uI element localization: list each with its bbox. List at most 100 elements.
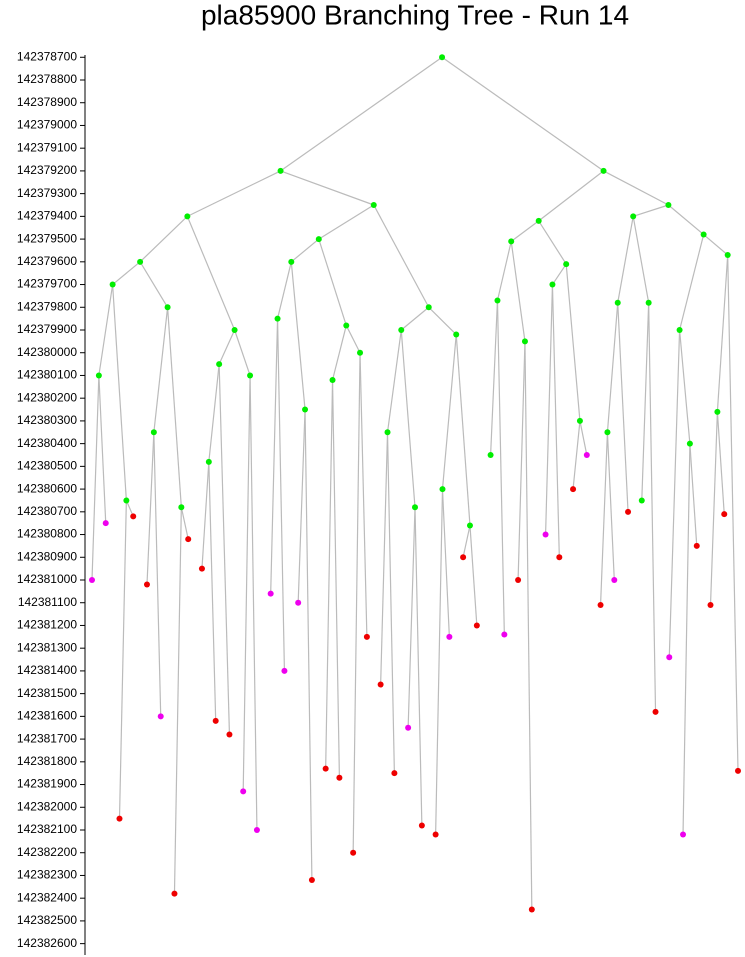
- tree-edge: [146, 432, 155, 585]
- tree-edge: [496, 241, 512, 301]
- tree-node: [494, 297, 501, 304]
- tree-node: [377, 681, 384, 688]
- tree-node: [473, 622, 480, 629]
- tree-node: [460, 554, 467, 561]
- y-tick-label: 142381600: [17, 709, 77, 723]
- tree-node: [563, 261, 570, 268]
- y-tick-label: 142378800: [17, 72, 77, 86]
- tree-node: [178, 504, 185, 511]
- tree-edge: [91, 375, 100, 581]
- tree-node: [247, 372, 254, 379]
- tree-node: [308, 877, 315, 883]
- tree-edge: [648, 302, 657, 712]
- tree-edge: [331, 325, 347, 381]
- y-tick-label: 142379100: [17, 140, 77, 154]
- tree-node: [714, 408, 721, 415]
- tree-edge: [617, 302, 629, 512]
- tree-edge: [679, 234, 705, 331]
- tree-node: [418, 822, 425, 829]
- tree-node: [521, 338, 528, 345]
- y-tick-label: 142379700: [17, 277, 77, 291]
- tree-edge: [551, 284, 560, 558]
- tree-edge: [153, 432, 162, 717]
- y-tick-label: 142381700: [17, 731, 77, 745]
- tree-edge: [270, 318, 279, 594]
- tree-edge: [727, 254, 739, 771]
- tree-edge: [489, 300, 499, 456]
- tree-edge: [716, 254, 729, 412]
- tree-node: [425, 304, 432, 311]
- y-tick-label: 142382500: [17, 913, 77, 927]
- y-tick-label: 142380000: [17, 345, 77, 359]
- y-tick-label: 142380500: [17, 459, 77, 473]
- tree-edge: [709, 411, 718, 606]
- y-tick-label: 142379200: [17, 163, 77, 177]
- tree-edge: [187, 170, 281, 217]
- tree-edge: [208, 364, 220, 462]
- tree-edge: [297, 409, 306, 603]
- tree-node: [439, 486, 446, 493]
- tree-edge: [689, 443, 698, 546]
- tree-edge: [633, 204, 669, 217]
- tree-node: [363, 633, 370, 640]
- tree-node: [446, 633, 453, 640]
- tree-edge: [139, 215, 188, 263]
- chart-title: pla85900 Branching Tree - Run 14: [201, 0, 629, 30]
- tree-node: [576, 417, 583, 424]
- tree-node: [109, 281, 116, 288]
- tree-node: [253, 827, 260, 833]
- tree-edge: [242, 375, 251, 792]
- tree-node: [721, 511, 728, 518]
- tree-edge: [565, 264, 581, 421]
- tree-node: [116, 815, 123, 822]
- tree-node: [295, 599, 302, 606]
- tree-node: [95, 372, 102, 379]
- y-tick-label: 142379800: [17, 299, 77, 313]
- y-tick-label: 142380600: [17, 481, 77, 495]
- tree-node: [185, 536, 192, 543]
- tree-node: [604, 429, 611, 436]
- tree-edge: [544, 284, 554, 535]
- tree-node: [535, 217, 542, 224]
- tree-node: [724, 252, 731, 258]
- tree-edge: [517, 341, 526, 581]
- tree-node: [198, 565, 205, 572]
- tree-node: [184, 213, 191, 220]
- tree-edge: [496, 300, 505, 635]
- y-tick-label: 142379000: [17, 118, 77, 132]
- tree-node: [157, 713, 164, 720]
- tree-node: [216, 361, 223, 368]
- y-tick-label: 142378900: [17, 95, 77, 109]
- tree-node: [336, 774, 343, 781]
- tree-node: [666, 654, 673, 661]
- tree-node: [453, 331, 460, 338]
- y-tick-label: 142379500: [17, 231, 77, 245]
- tree-edge: [716, 411, 725, 515]
- y-tick-label: 142379300: [17, 186, 77, 200]
- tree-edge: [414, 507, 423, 826]
- tree-edge: [441, 489, 450, 637]
- tree-node: [391, 770, 398, 777]
- tree-node: [432, 831, 439, 838]
- tree-node: [515, 577, 522, 583]
- tree-edge: [407, 507, 416, 728]
- tree-edge: [318, 238, 347, 326]
- y-tick-label: 142382400: [17, 890, 77, 904]
- tree-node: [542, 531, 549, 538]
- tree-node: [89, 577, 95, 583]
- tree-node: [665, 202, 672, 208]
- tree-edge: [551, 263, 567, 285]
- tree-edge: [606, 432, 615, 581]
- tree-edge: [276, 318, 286, 671]
- y-tick-label: 142380400: [17, 436, 77, 450]
- tree-node: [357, 349, 364, 356]
- y-tick-label: 142379900: [17, 322, 77, 336]
- tree-edge: [352, 352, 361, 853]
- tree-node: [405, 724, 412, 731]
- tree-edge: [112, 284, 127, 501]
- y-tick-label: 142382100: [17, 822, 77, 836]
- tree-node: [645, 299, 652, 306]
- tree-edge: [455, 334, 471, 526]
- tree-node: [205, 458, 212, 465]
- tree-edge: [400, 306, 430, 331]
